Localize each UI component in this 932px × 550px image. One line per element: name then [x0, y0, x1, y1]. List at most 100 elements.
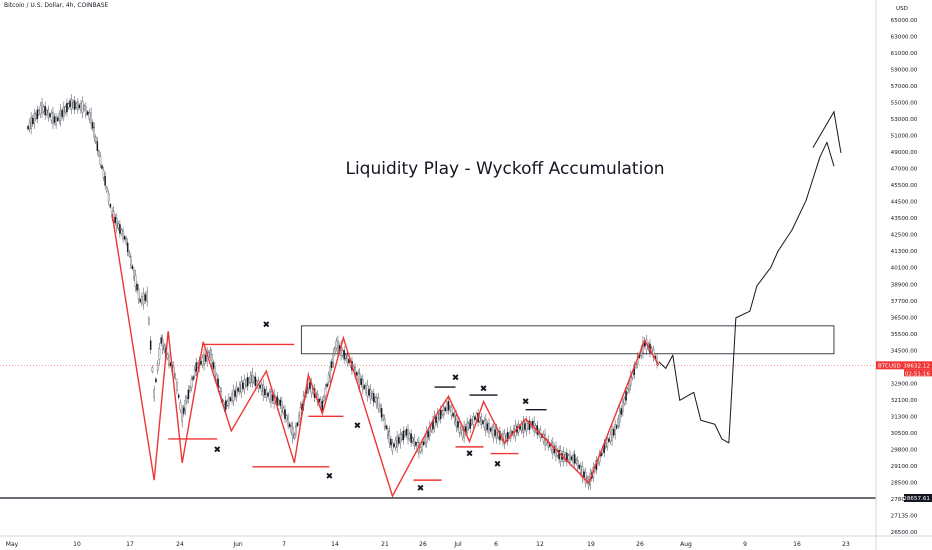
candle-body — [134, 274, 137, 287]
candle-body — [290, 425, 292, 433]
candle-body — [483, 420, 486, 428]
candle-body — [104, 176, 106, 186]
candle-body — [625, 391, 627, 401]
candle-body — [455, 415, 458, 427]
candle-body — [265, 389, 268, 398]
candle-body — [35, 113, 37, 120]
candle-body — [50, 112, 53, 121]
y-tick-label: 43500.00 — [891, 216, 918, 222]
candle-body — [474, 416, 476, 420]
candle-body — [362, 379, 364, 390]
candle-body — [486, 423, 489, 430]
price-tag-symbol: BTCUSD — [878, 363, 901, 369]
candle-body — [620, 408, 623, 415]
candle-body — [58, 113, 60, 121]
y-tick-label: 45500.00 — [891, 183, 918, 189]
candle-body — [575, 459, 577, 464]
candle-body — [320, 399, 322, 407]
y-tick-label: 49000.00 — [891, 150, 918, 156]
candle-body — [153, 389, 155, 398]
candle-body — [69, 100, 71, 107]
candle-body — [256, 380, 258, 386]
candle-body — [567, 455, 570, 460]
candle-body — [475, 413, 478, 419]
candle-body — [287, 417, 289, 426]
candle-body — [387, 428, 389, 436]
candle-body — [531, 421, 534, 428]
candle-body — [468, 423, 470, 429]
candle-body — [160, 337, 162, 344]
candle-body — [253, 376, 255, 383]
candle-body — [401, 434, 403, 440]
y-tick-label: 53000.00 — [891, 117, 918, 123]
candle-body — [28, 121, 31, 130]
y-tick-label: 44500.00 — [891, 200, 918, 206]
candle-body — [45, 110, 48, 115]
candle-body — [449, 406, 451, 411]
candle-body — [444, 407, 447, 411]
candle-body — [581, 466, 584, 478]
candle-body — [218, 387, 221, 392]
candle-body — [377, 397, 380, 409]
candle-body — [299, 406, 302, 419]
candle-body — [107, 193, 110, 202]
plot-area[interactable]: ✖ ✖ ✖ ✖ ✖ ✖ ✖ ✖ ✖ ✖ — [0, 94, 876, 499]
candle-body — [391, 442, 394, 452]
candle-body — [189, 386, 191, 392]
candle-body — [577, 460, 579, 469]
candle-body — [183, 407, 185, 414]
candle-body — [433, 415, 436, 428]
candle-body — [125, 238, 127, 244]
candle-body — [99, 155, 102, 165]
candle-body — [242, 382, 244, 389]
candle-body — [212, 362, 215, 369]
candle-body — [396, 436, 398, 448]
candle-body — [344, 354, 347, 360]
candle-body — [580, 465, 582, 474]
candle-body — [460, 427, 462, 434]
x-tick-label: 17 — [126, 541, 134, 548]
candle-body — [497, 432, 500, 438]
candle-body — [524, 423, 526, 430]
y-tick-label: 55000.00 — [891, 101, 918, 107]
resistance-box — [300, 325, 835, 355]
candle-body — [77, 101, 79, 111]
candle-body — [626, 388, 629, 393]
y-tick-label: 26500.00 — [891, 530, 918, 536]
candle-body — [488, 422, 490, 434]
candle-body — [55, 116, 57, 126]
x-tick-label: 10 — [73, 541, 81, 548]
x-tick-label: 12 — [536, 541, 544, 548]
candle-body — [408, 433, 411, 439]
candle-body — [211, 354, 213, 366]
candle-body — [358, 373, 361, 385]
candle-body — [95, 136, 97, 142]
candle-body — [101, 165, 103, 169]
y-tick-label: 59000.00 — [891, 68, 918, 74]
candle-body — [161, 339, 164, 350]
y-tick-label: 29800.00 — [891, 447, 918, 453]
candle-body — [458, 422, 461, 433]
candle-body — [506, 431, 509, 442]
candle-body — [248, 378, 250, 383]
candle-body — [614, 424, 616, 435]
x-tick-label: 6 — [494, 541, 498, 548]
candle-body — [404, 431, 406, 437]
candle-body — [559, 450, 562, 462]
candle-body — [234, 390, 236, 397]
y-tick-label: 47000.00 — [891, 167, 918, 173]
x-tick-label: 7 — [282, 541, 286, 548]
candle-body — [163, 345, 166, 352]
currency-label: USD — [896, 6, 908, 12]
y-tick-label: 28500.00 — [891, 480, 918, 486]
candle-body — [155, 378, 157, 383]
x-tick-label: 21 — [381, 541, 389, 548]
candle-body — [158, 348, 161, 360]
y-tick-label: 31300.00 — [891, 414, 918, 420]
candle-body — [259, 384, 261, 389]
candle-body — [363, 385, 366, 389]
candle-body — [262, 384, 264, 396]
candle-body — [203, 354, 205, 366]
y-tick-label: 42500.00 — [891, 233, 918, 239]
